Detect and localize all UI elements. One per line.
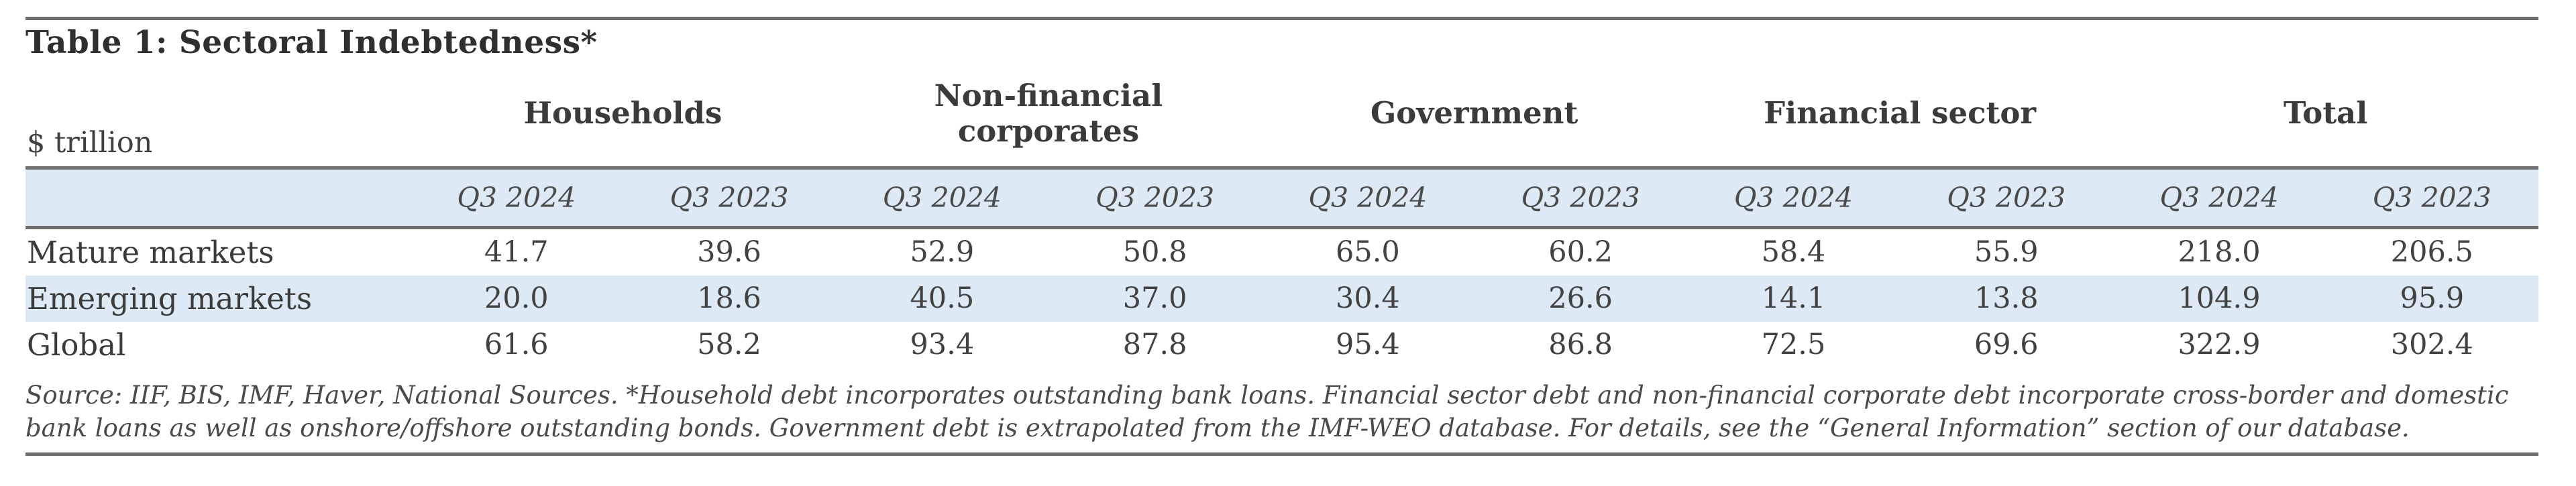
period-header-cell: Q3 2023 <box>2325 166 2538 229</box>
group-header-households: Households <box>410 60 836 168</box>
group-header-label: Government <box>1370 95 1578 131</box>
source-footnote: Source: IIF, BIS, IMF, Haver, National S… <box>25 379 2538 444</box>
period-header-cell: Q3 2024 <box>2112 166 2326 229</box>
period-header-cell: Q3 2024 <box>1261 166 1474 229</box>
footnote-line-1: Source: IIF, BIS, IMF, Haver, National S… <box>25 380 2509 410</box>
sectoral-indebtedness-table: $ trillion Households Non-financial corp… <box>25 60 2538 368</box>
table-title: Table 1: Sectoral Indebtedness* <box>25 24 598 61</box>
value-cell: 69.6 <box>1974 328 2039 362</box>
value-cell: 65.0 <box>1336 235 1400 269</box>
group-header-label: Households <box>523 95 722 131</box>
value-cell: 95.4 <box>1336 328 1400 362</box>
group-header-government: Government <box>1261 60 1687 168</box>
value-cell: 87.8 <box>1122 328 1187 362</box>
value-cell: 86.8 <box>1548 328 1613 362</box>
unit-label: $ trillion <box>27 125 153 160</box>
value-cell: 218.0 <box>2178 235 2261 269</box>
value-cell: 95.9 <box>2325 275 2538 322</box>
period-header-cell: Q3 2023 <box>1900 166 2113 229</box>
value-cell: 61.6 <box>484 328 549 362</box>
value-cell: 58.4 <box>1761 235 1826 269</box>
table-row-emerging-markets: Emerging markets 20.0 18.6 40.5 37.0 30.… <box>25 275 2538 322</box>
value-cell: 322.9 <box>2178 328 2261 362</box>
table-row-global: Global 61.6 58.2 93.4 87.8 95.4 86.8 72.… <box>25 322 2538 368</box>
group-header-label: Total <box>2283 95 2368 131</box>
value-cell: 55.9 <box>1974 235 2039 269</box>
value-cell: 206.5 <box>2390 235 2473 269</box>
period-header-cell: Q3 2024 <box>835 166 1049 229</box>
group-header-non-financial-corporates: Non-financial corporates <box>836 60 1262 168</box>
value-cell: 30.4 <box>1261 275 1474 322</box>
period-header-cell: Q3 2023 <box>1048 166 1262 229</box>
value-cell: 26.6 <box>1474 275 1687 322</box>
value-cell: 50.8 <box>1122 235 1187 269</box>
group-header-total: Total <box>2112 60 2538 168</box>
table-row-mature-markets: Mature markets 41.7 39.6 52.9 50.8 65.0 … <box>25 227 2538 276</box>
value-cell: 72.5 <box>1761 328 1826 362</box>
period-header-cell: Q3 2024 <box>410 166 623 229</box>
group-header-label: Financial sector <box>1764 95 2037 131</box>
value-cell: 41.7 <box>484 235 549 269</box>
value-cell: 37.0 <box>1048 275 1262 322</box>
period-header-cell: Q3 2023 <box>1474 166 1687 229</box>
row-label: Global <box>27 326 126 363</box>
column-group-header-row: $ trillion Households Non-financial corp… <box>25 60 2538 168</box>
value-cell: 93.4 <box>910 328 975 362</box>
value-cell: 20.0 <box>410 275 623 322</box>
period-header-cell: Q3 2024 <box>1686 166 1900 229</box>
footnote-line-2: bank loans as well as onshore/offshore o… <box>25 413 2410 442</box>
period-header-row: Q3 2024 Q3 2023 Q3 2024 Q3 2023 Q3 2024 … <box>25 166 2538 229</box>
value-cell: 60.2 <box>1548 235 1613 269</box>
table-container: Table 1: Sectoral Indebtedness* $ trilli… <box>25 17 2538 457</box>
value-cell: 104.9 <box>2112 275 2326 322</box>
value-cell: 39.6 <box>697 235 761 269</box>
value-cell: 52.9 <box>910 235 975 269</box>
value-cell: 58.2 <box>697 328 761 362</box>
value-cell: 13.8 <box>1900 275 2113 322</box>
period-header-empty-cell <box>25 166 411 229</box>
value-cell: 14.1 <box>1686 275 1900 322</box>
group-header-financial-sector: Financial sector <box>1687 60 2113 168</box>
value-cell: 40.5 <box>835 275 1049 322</box>
row-label: Mature markets <box>27 234 274 270</box>
period-header-cell: Q3 2023 <box>623 166 836 229</box>
value-cell: 302.4 <box>2390 328 2473 362</box>
value-cell: 18.6 <box>623 275 836 322</box>
row-label: Emerging markets <box>25 275 411 322</box>
bottom-rule <box>25 452 2538 457</box>
group-header-label: Non-financial corporates <box>934 77 1163 149</box>
